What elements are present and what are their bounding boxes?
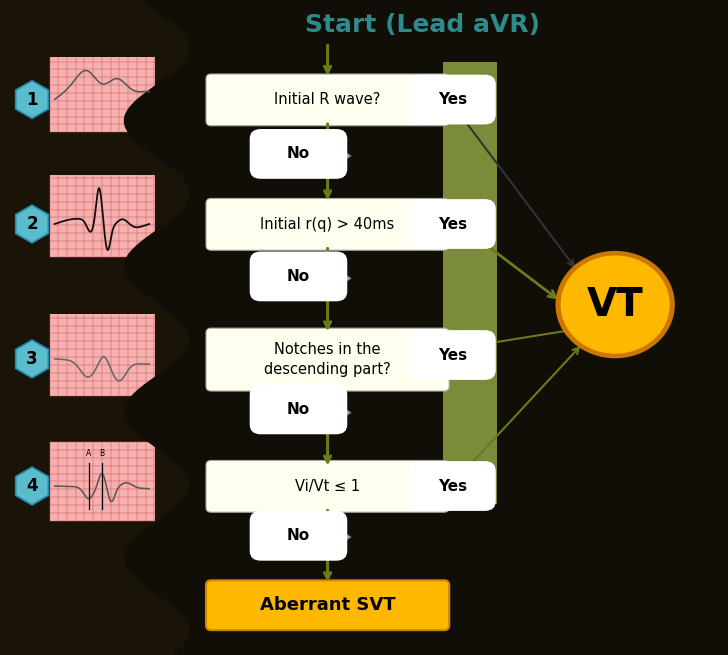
Text: No: No [287, 529, 310, 543]
Text: A: A [86, 449, 91, 458]
Polygon shape [124, 0, 728, 655]
FancyBboxPatch shape [206, 198, 449, 250]
Text: VT: VT [587, 286, 644, 324]
Bar [50, 442, 155, 521]
Polygon shape [15, 81, 49, 119]
Text: Yes: Yes [438, 348, 467, 362]
Text: 4: 4 [26, 477, 38, 495]
FancyBboxPatch shape [410, 330, 496, 380]
FancyBboxPatch shape [250, 511, 347, 561]
Text: Initial R wave?: Initial R wave? [274, 92, 381, 107]
Text: 3: 3 [26, 350, 38, 368]
Polygon shape [15, 205, 49, 243]
Polygon shape [304, 141, 351, 170]
Text: Initial r(q) > 40ms: Initial r(q) > 40ms [261, 217, 395, 232]
Polygon shape [304, 398, 351, 427]
Text: Yes: Yes [438, 92, 467, 107]
Text: 1: 1 [26, 90, 38, 109]
FancyBboxPatch shape [410, 461, 496, 511]
FancyBboxPatch shape [206, 580, 449, 630]
Text: Aberrant SVT: Aberrant SVT [260, 596, 395, 614]
Text: B: B [99, 449, 105, 458]
Polygon shape [15, 467, 49, 505]
Bar [50, 314, 155, 396]
FancyBboxPatch shape [250, 252, 347, 301]
Text: No: No [287, 269, 310, 284]
Text: 2: 2 [26, 215, 38, 233]
Text: Yes: Yes [438, 479, 467, 493]
Text: Start (Lead aVR): Start (Lead aVR) [305, 13, 539, 37]
FancyBboxPatch shape [250, 129, 347, 179]
Bar [443, 62, 497, 504]
Text: Yes: Yes [438, 217, 467, 231]
Circle shape [561, 255, 670, 354]
FancyBboxPatch shape [410, 199, 496, 249]
Polygon shape [304, 264, 351, 293]
Text: No: No [287, 147, 310, 161]
FancyBboxPatch shape [250, 384, 347, 434]
Text: Notches in the
descending part?: Notches in the descending part? [264, 342, 391, 377]
Text: Vi/Vt ≤ 1: Vi/Vt ≤ 1 [295, 479, 360, 494]
Bar [50, 175, 155, 257]
FancyBboxPatch shape [206, 74, 449, 126]
FancyBboxPatch shape [206, 328, 449, 391]
Polygon shape [304, 523, 351, 552]
FancyBboxPatch shape [206, 460, 449, 512]
Text: No: No [287, 402, 310, 417]
FancyBboxPatch shape [410, 75, 496, 124]
Polygon shape [15, 340, 49, 378]
Bar [50, 57, 155, 132]
Circle shape [555, 251, 675, 358]
